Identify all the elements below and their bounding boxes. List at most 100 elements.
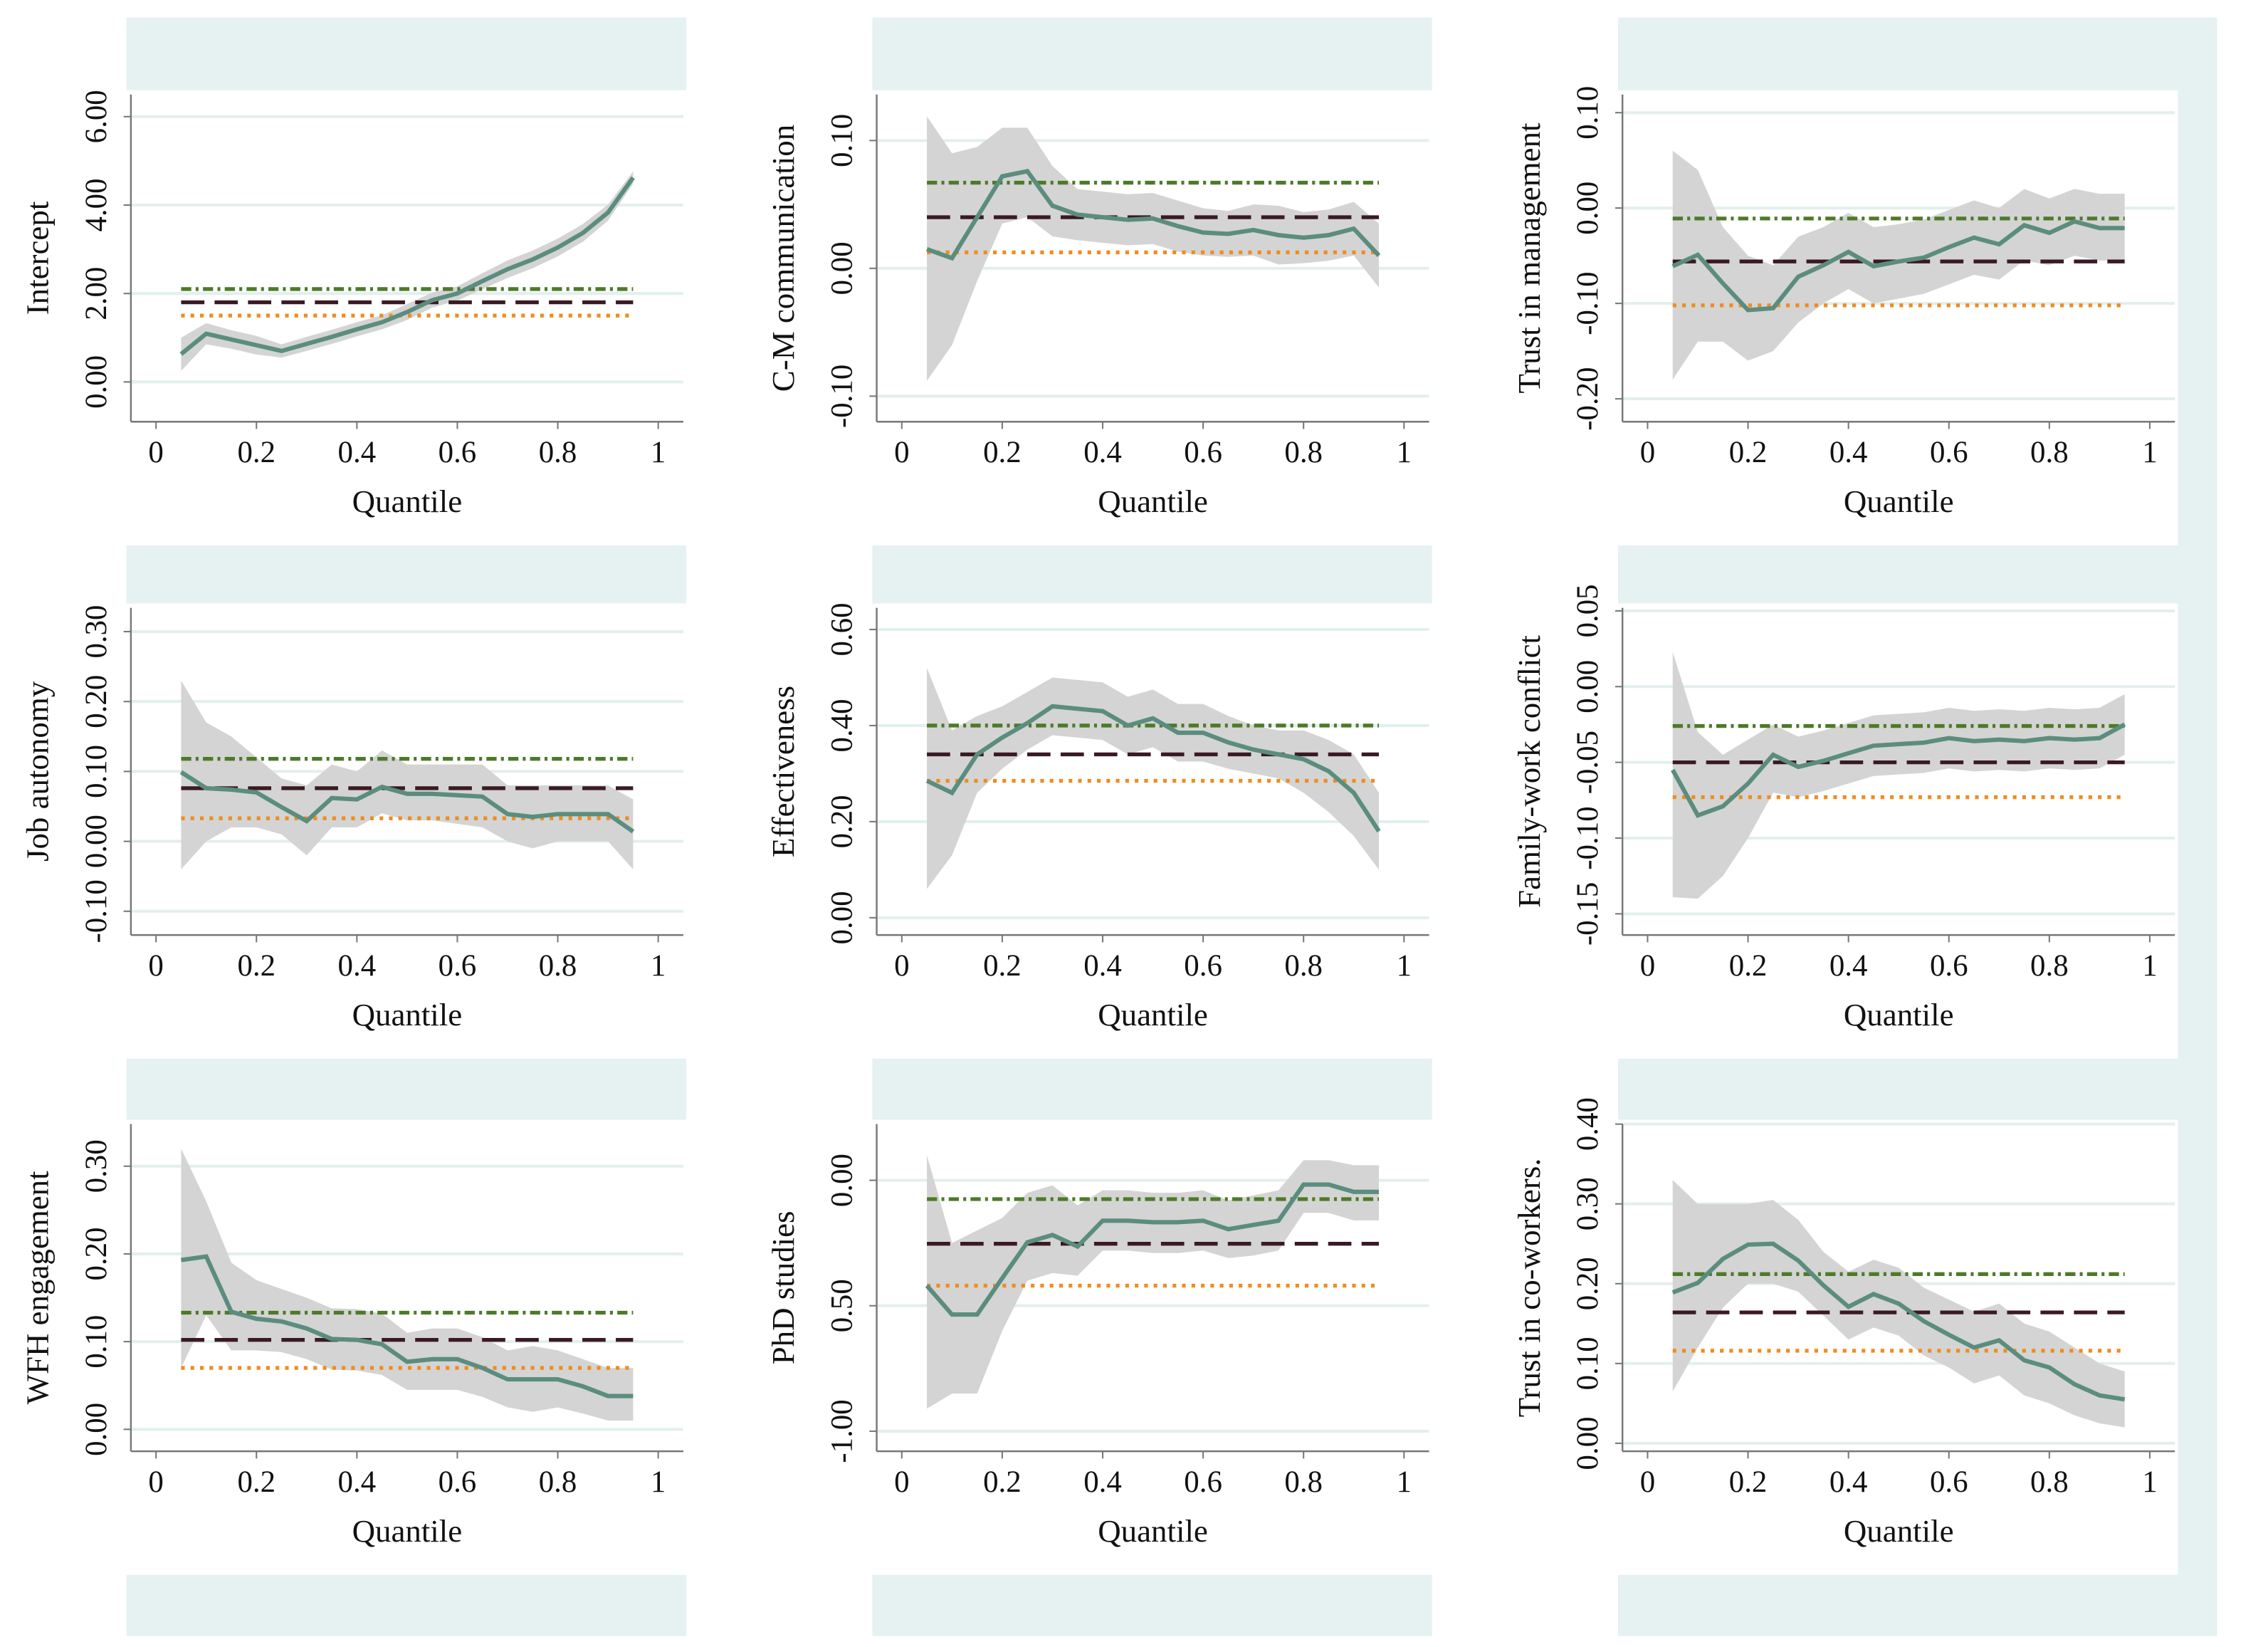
x-tick-label: 0.8 [1284, 949, 1323, 983]
x-tick-label: 0 [894, 949, 909, 983]
y-tick-label: 0.00 [1571, 1416, 1605, 1470]
x-tick-label: 0.6 [439, 949, 477, 983]
x-tick-label: 0.2 [983, 436, 1022, 469]
y-tick-label: -0.10 [1571, 806, 1605, 869]
y-axis-label: Effectiveness [765, 686, 801, 857]
x-tick-label: 0.4 [1829, 949, 1868, 983]
x-tick-label: 0.4 [338, 949, 377, 983]
y-tick-label: 0.40 [825, 699, 859, 752]
x-tick-label: 1 [651, 949, 666, 983]
y-axis-label: Job autonomy [20, 681, 56, 862]
y-tick-label: 0.10 [80, 1315, 113, 1369]
confidence-band [1672, 652, 2125, 899]
x-tick-label: 1 [1397, 1465, 1412, 1499]
estimate-line [925, 1182, 1380, 1317]
y-tick-label: -1.00 [825, 1399, 859, 1463]
y-tick-label: -0.15 [1571, 882, 1605, 946]
x-axis-label: Quantile [352, 1513, 463, 1549]
x-axis-label: Quantile [1098, 1513, 1208, 1549]
x-tick-label: 0.8 [1284, 1465, 1323, 1499]
x-axis-label: Quantile [1844, 997, 1954, 1032]
y-tick-label: 0.30 [1571, 1177, 1605, 1230]
y-tick-label: -0.10 [1571, 271, 1605, 335]
x-tick-label: 0.6 [439, 1465, 477, 1499]
estimate-line [1671, 722, 2126, 818]
x-tick-label: 0.8 [2030, 1465, 2069, 1499]
x-tick-label: 0 [1640, 1465, 1655, 1499]
x-tick-label: 0.2 [1729, 436, 1768, 469]
x-tick-label: 0.6 [439, 436, 477, 469]
y-tick-label: -0.20 [1571, 367, 1605, 430]
y-tick-label: 0.30 [80, 605, 113, 659]
x-tick-label: 0 [1640, 949, 1655, 983]
estimate-line [926, 169, 1381, 261]
x-tick-label: 0.8 [539, 949, 577, 983]
y-tick-label: 0.20 [1571, 1257, 1605, 1310]
y-axis-label: Intercept [20, 201, 56, 315]
x-tick-label: 0.8 [539, 436, 577, 469]
x-tick-label: 1 [2142, 1465, 2157, 1499]
x-tick-label: 1 [651, 436, 666, 469]
x-tick-label: 1 [1397, 949, 1412, 983]
y-tick-label: 0.20 [80, 675, 113, 728]
y-tick-label: 0.20 [825, 795, 859, 848]
x-tick-label: 0.2 [237, 1465, 275, 1499]
x-tick-label: 0.4 [1083, 1465, 1122, 1499]
y-tick-label: 0.10 [1571, 86, 1605, 140]
y-axis-label: Trust in co-workers. [1511, 1158, 1547, 1417]
x-tick-label: 0.4 [1829, 1465, 1868, 1499]
y-tick-label: 0.00 [80, 815, 113, 868]
y-tick-label: 0.00 [1571, 182, 1605, 235]
x-tick-label: 0.6 [1184, 949, 1222, 983]
estimate-line [1671, 219, 2125, 313]
estimate-line [1671, 1241, 2126, 1402]
y-tick-label: 0.00 [1571, 660, 1605, 713]
confidence-band [1672, 150, 2125, 380]
x-axis-label: Quantile [1844, 483, 1954, 519]
x-tick-label: 0 [1640, 436, 1655, 469]
y-tick-label: 4.00 [80, 178, 113, 231]
y-tick-label: 0.00 [80, 1403, 113, 1456]
x-tick-label: 0.8 [2030, 436, 2069, 469]
x-tick-label: 0.2 [237, 949, 275, 983]
y-axis-label: PhD studies [765, 1211, 801, 1364]
confidence-band [927, 1155, 1380, 1409]
x-tick-label: 0.8 [539, 1465, 577, 1499]
x-tick-label: 0 [894, 1465, 909, 1499]
x-tick-label: 0.4 [1083, 436, 1122, 469]
x-tick-label: 0.6 [1184, 436, 1222, 469]
x-tick-label: 0 [894, 436, 909, 469]
estimate-line [179, 176, 635, 356]
y-tick-label: 2.00 [80, 267, 113, 320]
estimate-line [179, 770, 635, 834]
x-axis-label: Quantile [352, 483, 463, 519]
x-tick-label: 0.4 [338, 436, 377, 469]
confidence-band [181, 680, 634, 869]
x-tick-label: 0 [148, 949, 163, 983]
x-axis-label: Quantile [1098, 997, 1208, 1032]
y-tick-label: 0.05 [1571, 584, 1605, 637]
y-tick-label: 0.60 [825, 602, 859, 656]
y-tick-label: 0.00 [80, 355, 113, 409]
y-axis-label: WFH engagement [20, 1171, 56, 1404]
x-tick-label: 0.4 [1083, 949, 1122, 983]
x-tick-label: 0.2 [237, 436, 275, 469]
y-tick-label: 0.20 [80, 1227, 113, 1280]
x-tick-label: 0.6 [1930, 949, 1968, 983]
x-tick-label: 1 [1397, 436, 1412, 469]
estimate-line [181, 1254, 634, 1398]
y-tick-label: 6.00 [80, 90, 113, 143]
x-tick-label: 0.2 [1729, 1465, 1768, 1499]
y-tick-label: 0.00 [825, 1154, 859, 1207]
x-tick-label: 1 [2142, 949, 2157, 983]
y-axis-label: Family-work conflict [1511, 634, 1547, 907]
x-tick-label: 0.2 [1729, 949, 1768, 983]
y-tick-label: 0.10 [80, 745, 113, 798]
x-tick-label: 1 [2142, 436, 2157, 469]
y-tick-label: 0.10 [825, 114, 859, 167]
y-tick-label: 0.50 [825, 1279, 859, 1332]
y-tick-label: 0.40 [1571, 1097, 1605, 1151]
x-tick-label: 0 [148, 436, 163, 469]
